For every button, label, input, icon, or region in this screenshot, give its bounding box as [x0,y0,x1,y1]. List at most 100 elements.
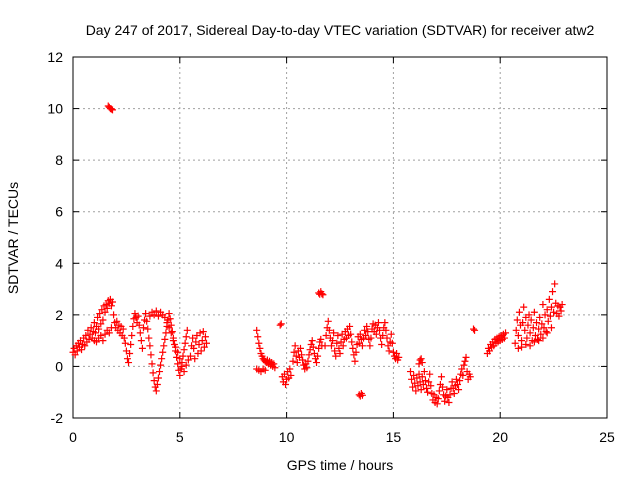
data-point [539,334,547,342]
data-point [146,312,154,320]
data-point [458,365,466,373]
data-point [293,359,301,367]
data-point [290,348,298,356]
data-point [500,334,508,342]
data-point [502,329,510,337]
data-point [161,335,169,343]
data-point [160,342,168,350]
data-point [253,326,261,334]
data-point [526,329,534,337]
data-point [433,400,441,408]
x-tick-label: 5 [176,429,184,445]
data-point [97,331,105,339]
data-point [156,368,164,376]
data-point [195,341,203,349]
data-point [178,362,186,370]
y-tick-label: 12 [47,49,63,65]
data-point [153,380,161,388]
data-point [346,322,354,330]
data-point [374,319,382,327]
data-point [305,351,313,359]
data-point [174,360,182,368]
data-point [184,356,192,364]
data-point [358,342,366,350]
data-point [271,364,279,372]
data-point [555,312,563,320]
data-point [382,326,390,334]
data-point [512,326,520,334]
y-tick-label: 2 [55,307,63,323]
data-point [176,371,184,379]
data-point [448,378,456,386]
data-point [150,377,158,385]
data-point [147,351,155,359]
data-point [186,352,194,360]
x-tick-label: 0 [69,429,77,445]
x-axis-label: GPS time / hours [287,457,394,473]
data-point [101,330,109,338]
data-point [415,360,423,368]
data-point [514,344,522,352]
y-tick-label: 10 [47,101,63,117]
data-point [254,333,262,341]
data-point [85,335,93,343]
data-point [388,339,396,347]
data-point [389,348,397,356]
data-point [511,339,519,347]
data-point [518,337,526,345]
data-point [435,387,443,395]
y-tick-label: 6 [55,204,63,220]
data-point [298,351,306,359]
data-point [200,343,208,351]
data-point [99,337,107,345]
y-tick-label: -2 [51,410,64,426]
data-point [324,317,332,325]
data-point [423,384,431,392]
data-point [159,348,167,356]
data-point [255,339,263,347]
data-point [426,370,434,378]
data-point [327,342,335,350]
data-point [520,303,528,311]
data-point [470,325,477,333]
y-tick-label: 0 [55,358,63,374]
data-point [417,355,425,363]
data-point [427,382,435,390]
data-point [107,302,115,310]
data-point [169,337,177,345]
data-point [521,326,529,334]
data-point [99,316,107,324]
data-point [95,325,103,333]
data-point [282,380,290,388]
data-point [134,312,142,320]
data-point [197,347,205,355]
data-point [180,346,188,354]
data-point [366,342,374,350]
data-point [146,342,154,350]
data-point [296,344,304,352]
data-point [395,353,403,361]
data-point [135,321,143,329]
data-point [152,387,160,395]
data-point [549,288,557,296]
data-point [453,380,461,388]
data-point [107,105,115,113]
data-point [299,356,307,364]
data-point [182,333,190,341]
data-point [103,304,111,312]
data-point [165,310,173,318]
data-point [530,338,538,346]
data-point [387,330,395,338]
data-point [376,326,384,334]
data-point [97,320,105,328]
data-point [544,317,552,325]
data-point [136,329,144,337]
data-point [143,317,151,325]
data-point [543,306,551,314]
data-point [356,330,364,338]
data-point [393,350,401,358]
data-point [550,308,558,316]
data-point [541,311,549,319]
data-point [71,351,79,359]
